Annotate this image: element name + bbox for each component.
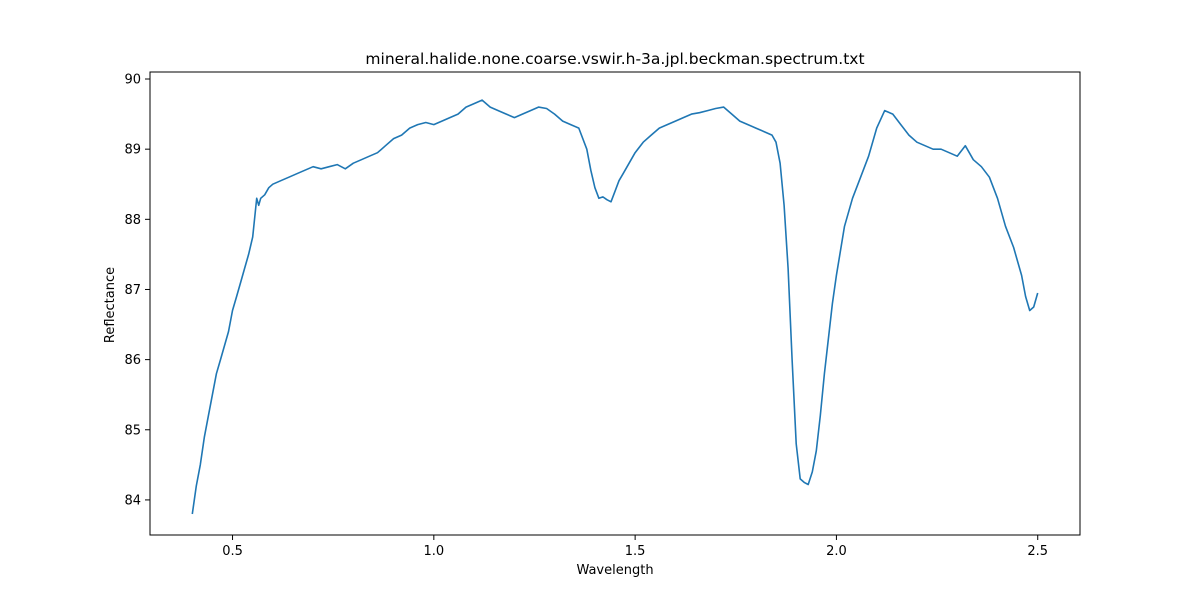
x-tick-label: 1.0 bbox=[423, 544, 444, 559]
series-line bbox=[191, 99, 1039, 515]
y-tick-label: 86 bbox=[124, 353, 141, 368]
y-tick-label: 85 bbox=[124, 423, 141, 438]
x-tick-label: 2.5 bbox=[1027, 544, 1048, 559]
chart-title: mineral.halide.none.coarse.vswir.h-3a.jp… bbox=[365, 50, 864, 68]
y-tick-label: 88 bbox=[124, 213, 141, 228]
y-tick-label: 84 bbox=[124, 493, 141, 508]
y-axis-label: Reflectance bbox=[103, 267, 118, 343]
x-tick-label: 1.5 bbox=[625, 544, 646, 559]
y-tick-label: 90 bbox=[124, 73, 141, 88]
x-axis-label: Wavelength bbox=[576, 563, 653, 578]
x-tick-label: 2.0 bbox=[826, 544, 847, 559]
axis-ticks: 0.5 1.0 1.5 2.0 2.5 84 85 86 87 88 89 90 bbox=[124, 73, 1048, 559]
y-tick-label: 89 bbox=[124, 143, 141, 158]
plot-frame bbox=[149, 71, 1081, 536]
y-tick-label: 87 bbox=[124, 283, 141, 298]
x-tick-label: 0.5 bbox=[222, 544, 243, 559]
